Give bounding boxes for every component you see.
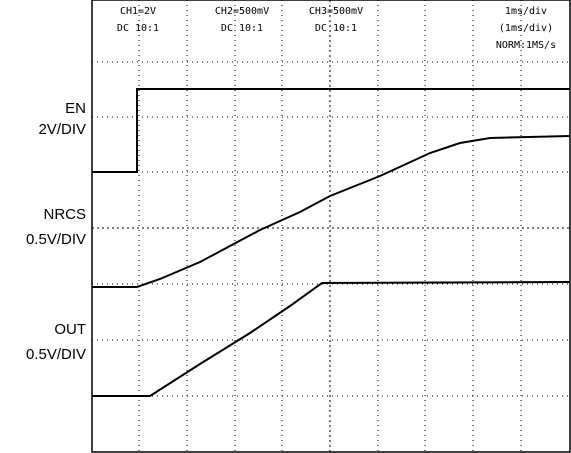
ch1-scale: CH1=2V xyxy=(120,6,156,17)
grid xyxy=(92,0,570,452)
ch1-coupling: DC 10:1 xyxy=(117,23,159,34)
trace-name: EN xyxy=(65,100,86,117)
ch2-scale: CH2=500mV xyxy=(215,6,269,17)
trace-name: NRCS xyxy=(43,206,86,223)
ch3-scale: CH3=500mV xyxy=(309,6,363,17)
header: CH1=2V DC 10:1 CH2=500mV DC 10:1 CH3=500… xyxy=(117,6,556,51)
timebase-secondary: (1ms/div) xyxy=(499,23,553,34)
ch2-coupling: DC 10:1 xyxy=(221,23,263,34)
trace-scale: 2V/DIV xyxy=(38,121,86,138)
trace-name: OUT xyxy=(54,321,86,338)
trace-scale: 0.5V/DIV xyxy=(26,346,86,363)
trace-scale: 0.5V/DIV xyxy=(26,231,86,248)
screen-frame xyxy=(91,0,571,453)
timebase: 1ms/div xyxy=(505,6,547,17)
acquisition-mode: NORM:1MS/s xyxy=(496,40,556,51)
trace-labels: EN 2V/DIV NRCS 0.5V/DIV OUT 0.5V/DIV xyxy=(26,100,86,363)
ch3-coupling: DC 10:1 xyxy=(315,23,357,34)
traces xyxy=(92,88,571,397)
